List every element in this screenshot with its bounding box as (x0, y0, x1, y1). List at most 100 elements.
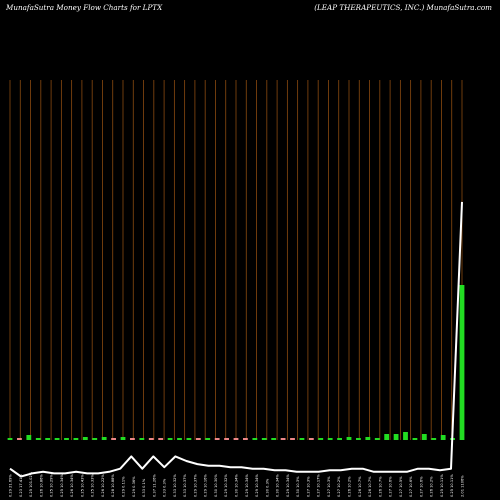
volume-bar (73, 438, 79, 440)
x-tick-label: 0.29 10.37% (193, 474, 197, 497)
x-tick-label: 0.29 10.32% (224, 474, 228, 497)
chart-title-left: MunafaSutra Money Flow Charts for LPTX (5, 3, 163, 12)
volume-bar (35, 438, 41, 440)
volume-bar (101, 437, 107, 440)
volume-bar (337, 438, 342, 440)
volume-bar (280, 438, 286, 440)
grid-lines (9, 80, 463, 440)
x-tick-label: 0.29 10.34% (255, 474, 259, 497)
x-tick-label: 0.26 10.2% (430, 476, 434, 497)
x-tick-label: 0.27 10.5% (399, 476, 403, 497)
x-tick-label: 0.23 17.41% (19, 474, 23, 497)
volume-bar (346, 437, 352, 440)
x-tick-label: 0.29 10.16% (204, 474, 208, 497)
x-tick-label: 0.30 10.34% (235, 474, 239, 497)
x-tick-label: 0.27 10.2% (337, 476, 341, 497)
volume-bar (195, 438, 201, 440)
volume-bar (459, 285, 465, 440)
x-tick-label: 0.25 10.11% (450, 474, 454, 497)
x-tick-label: 0.26 10.7% (378, 476, 382, 497)
volume-bar (205, 438, 211, 440)
x-tick-label: 0.25 10.34% (60, 474, 64, 497)
x-tick-label: 0.29 10.34% (245, 474, 249, 497)
x-tick-label: 0.25 10.43% (80, 474, 84, 497)
volume-bar (167, 438, 173, 440)
volume-bar (139, 438, 145, 440)
x-tick-label: 0.29 0.36% (132, 476, 136, 497)
x-tick-label: 0.26 10.2% (348, 476, 352, 497)
volume-bar (252, 438, 258, 440)
volume-bar (26, 435, 32, 440)
x-tick-label: 0.29 10.34% (286, 474, 290, 497)
x-tick-label: 0.27 10.17% (317, 474, 321, 497)
volume-bar (261, 438, 267, 440)
volume-bar (384, 434, 390, 440)
volume-bar (290, 438, 295, 440)
x-tick-label: 0.30 10.3% (296, 476, 300, 497)
volume-bar (243, 438, 248, 440)
volume-bar (64, 438, 69, 440)
x-tick-label: 0.26 10.7% (358, 476, 362, 497)
x-tick-label: 0.25 10.29% (50, 474, 54, 497)
volume-bar (431, 438, 437, 440)
volume-bar (130, 438, 135, 440)
x-tick-label: 0.27 10.6% (419, 476, 423, 497)
x-tick-label: 0.33 10.32% (173, 474, 177, 497)
x-tick-label: 0.26 10.34% (70, 474, 74, 497)
x-tick-label: 0.30 0.3% (265, 478, 269, 497)
volume-bar (177, 438, 182, 440)
volume-bar (92, 438, 98, 440)
volume-bars (7, 285, 465, 440)
volume-bar (148, 438, 154, 440)
x-tick-label: 0.25 10.11% (440, 474, 444, 497)
x-tick-label: 0.29 0.11% (122, 476, 126, 497)
x-tick-label: 0.27 10.6% (389, 476, 393, 497)
x-tick-label: 0.29 21.69% (9, 474, 13, 497)
x-tick-label: 0.30 10.34% (276, 474, 280, 497)
volume-bar (7, 438, 13, 440)
x-tick-label: 0.27 10.3% (306, 476, 310, 497)
x-tick-label: 0.26 10.86% (39, 474, 43, 497)
x-tick-label: 0.25 10.33% (91, 474, 95, 497)
x-tick-label: 0.37 11.26% (152, 474, 156, 497)
volume-bar (214, 438, 220, 440)
volume-bar (318, 438, 324, 440)
x-tick-labels: 0.29 21.69% 0.23 17.41% 0.25 101.02% 0.26 1… (9, 471, 465, 497)
x-tick-label: 0.26 10.22% (101, 474, 105, 497)
volume-bar (421, 434, 427, 440)
x-tick-label: 0.33 0.1% (142, 478, 146, 497)
x-tick-label: 0.27 10.3% (327, 476, 331, 497)
volume-bar (111, 438, 116, 440)
volume-bar (82, 437, 88, 440)
volume-bar (120, 437, 126, 440)
x-tick-label: 0.33 0.3% (163, 478, 167, 497)
volume-bar (440, 435, 446, 440)
volume-bar (299, 438, 305, 440)
volume-bar (271, 438, 277, 440)
volume-bar (186, 438, 192, 440)
volume-bar (45, 438, 51, 440)
volume-bar (374, 438, 380, 440)
volume-bar (308, 438, 314, 440)
x-tick-label: 0.28 10.88% (111, 474, 115, 497)
x-tick-label: 0.25 101.02% (29, 471, 33, 497)
volume-bar (327, 438, 333, 440)
volume-bar (233, 438, 239, 440)
volume-bar (224, 438, 229, 440)
volume-bar (365, 437, 371, 440)
x-tick-label: 0.30 10.30% (214, 474, 218, 497)
x-tick-label: 0.26 10.7% (368, 476, 372, 497)
volume-bar (403, 432, 408, 440)
price-line (9, 201, 463, 478)
volume-bar (393, 434, 399, 440)
volume-bar (158, 438, 164, 440)
chart-title-right: (LEAP THERAPEUTICS, INC.) MunafaSutra.co… (314, 3, 492, 12)
x-tick-label: 0.33 10.37% (183, 474, 187, 497)
x-tick-label: 0.27 10.6% (409, 476, 413, 497)
volume-bar (17, 438, 22, 440)
volume-bar (356, 438, 361, 440)
volume-bar (412, 438, 418, 440)
volume-bar (54, 438, 60, 440)
